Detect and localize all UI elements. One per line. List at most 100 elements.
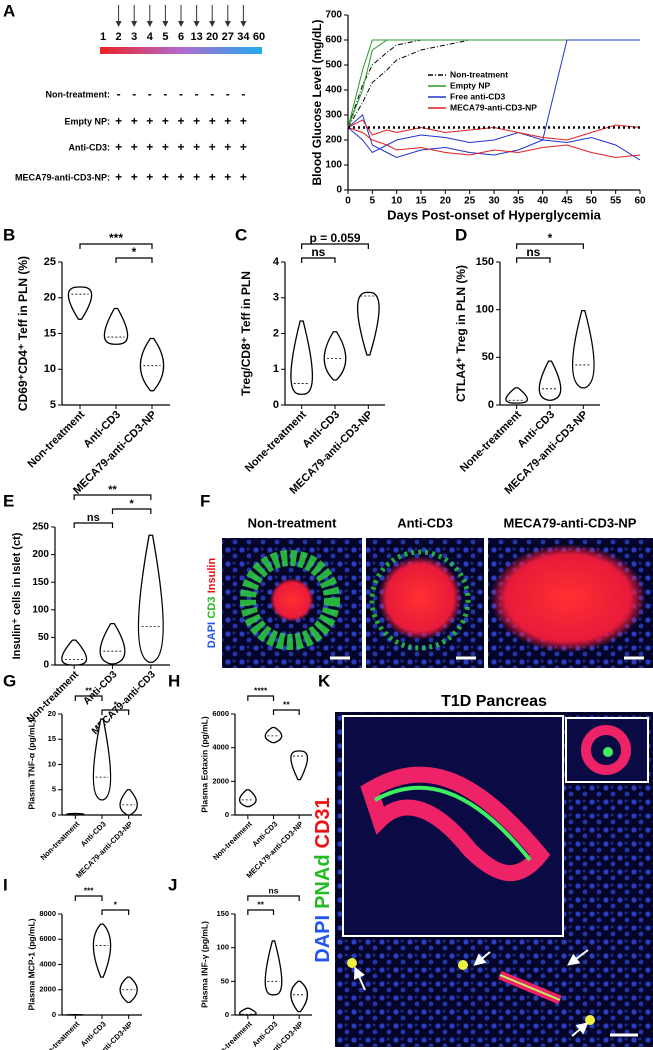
y-tick-label: 0	[273, 399, 279, 411]
y-axis-title: Plasma Eotaxin (pg/mL)	[199, 716, 209, 813]
row-mark: +	[224, 114, 231, 128]
y-tick-label: 6000	[212, 709, 229, 718]
significance-bracket	[272, 709, 300, 715]
significance-bracket	[73, 522, 114, 528]
stain-name: CD31	[312, 797, 334, 848]
panel-label: D	[455, 225, 467, 244]
row-mark: -	[210, 87, 214, 101]
row-mark: +	[131, 170, 138, 184]
row-mark: +	[146, 140, 153, 154]
violin	[103, 307, 129, 345]
row-mark: +	[131, 140, 138, 154]
row-mark: +	[115, 140, 122, 154]
day-label: 6	[178, 31, 184, 43]
violin	[505, 387, 529, 404]
row-mark: -	[241, 87, 245, 101]
x-tick-label: Non-treatment	[211, 1019, 254, 1050]
x-tick-label: 60	[634, 196, 646, 207]
x-tick-label: 30	[488, 196, 500, 207]
row-mark: +	[193, 114, 200, 128]
glucose-line	[347, 119, 641, 141]
image-title: Anti-CD3	[397, 515, 453, 530]
violin	[264, 726, 283, 744]
y-axis-title: Insulin⁺ cells in Islet (ct)	[11, 532, 23, 659]
x-tick-label: 50	[586, 196, 598, 207]
significance-label: ns	[87, 512, 100, 524]
significance-bracket	[111, 508, 152, 514]
y-tick-label: 20	[44, 292, 56, 304]
y-tick-label: 50	[38, 632, 50, 643]
significance-bracket	[73, 494, 152, 500]
significance-label: ****	[254, 685, 268, 695]
violin	[290, 320, 314, 395]
x-tick-label: 55	[610, 196, 622, 207]
day-label: 5	[162, 31, 168, 43]
glucose-line	[347, 39, 640, 128]
x-tick-label: 10	[391, 196, 403, 207]
legend-label: Empty NP	[450, 80, 490, 90]
glucose-line	[347, 39, 640, 128]
x-tick-label: Non-treatment	[39, 819, 82, 862]
glucose-line	[347, 114, 641, 161]
schedule-bar	[100, 47, 262, 54]
panel-label: A	[3, 1, 15, 20]
day-label: 20	[206, 31, 218, 43]
significance-bracket	[101, 909, 130, 915]
stain-name: DAPI	[312, 915, 334, 963]
significance-bracket	[516, 243, 584, 249]
row-mark: +	[177, 170, 184, 184]
x-tick-label: Non-treatment	[26, 408, 88, 470]
violin	[290, 750, 309, 781]
y-axis-title: Blood Glucose Level (mg/dL)	[310, 19, 324, 185]
x-axis-title: Days Post-onset of Hyperglycemia	[387, 207, 602, 222]
x-tick-label: None-treatment	[458, 408, 524, 474]
y-tick-label: 4000	[212, 743, 229, 752]
panel-label: E	[3, 491, 14, 510]
row-mark: +	[224, 140, 231, 154]
violin	[119, 789, 138, 816]
row-mark: +	[209, 170, 216, 184]
violin	[357, 291, 380, 356]
row-mark: -	[148, 87, 152, 101]
glucose-line	[347, 127, 641, 159]
image-title: Non-treatment	[248, 515, 338, 530]
y-axis-title: CTLA4⁺ Treg in PLN (%)	[454, 265, 468, 402]
row-mark: +	[146, 170, 153, 184]
violin	[92, 923, 112, 978]
row-mark: +	[115, 170, 122, 184]
y-axis-title: Plasma INF-γ (pg/mL)	[199, 921, 209, 1008]
violin	[139, 337, 165, 392]
y-tick-label: 250	[32, 522, 49, 533]
y-tick-label: 100	[476, 304, 494, 316]
row-mark: +	[240, 140, 247, 154]
y-axis-title: CD69⁺CD4⁺ Teff in PLN (%)	[16, 256, 30, 411]
y-tick-label: 20	[48, 709, 56, 718]
y-tick-label: 0	[336, 185, 342, 196]
panel-label: C	[235, 225, 247, 244]
y-axis-title: Treg/CD8⁺ Teff in PLN	[239, 271, 253, 396]
row-mark: +	[209, 140, 216, 154]
significance-bracket	[74, 895, 103, 901]
x-tick-label: 0	[345, 196, 351, 207]
legend-label: MECA79-anti-CD3-NP	[450, 102, 537, 112]
significance-bracket	[115, 257, 153, 263]
y-tick-label: 100	[216, 943, 229, 952]
row-mark: +	[177, 140, 184, 154]
row-mark: -	[226, 87, 230, 101]
violin	[323, 331, 347, 381]
y-tick-label: 4000	[39, 959, 56, 968]
day-label: 1	[100, 31, 106, 43]
row-mark: +	[240, 114, 247, 128]
y-tick-label: 1	[273, 363, 279, 375]
y-tick-label: 0	[43, 660, 49, 671]
significance-label: **	[283, 699, 290, 709]
x-tick-label: 15	[415, 196, 427, 207]
violin	[571, 309, 595, 389]
row-mark: -	[179, 87, 183, 101]
row-mark: +	[115, 114, 122, 128]
y-tick-label: 2	[273, 327, 279, 339]
significance-bracket	[247, 695, 275, 701]
y-axis-title: Plasma MCP-1 (pg/mL)	[26, 918, 36, 1010]
row-mark: +	[162, 170, 169, 184]
violin	[238, 789, 257, 808]
